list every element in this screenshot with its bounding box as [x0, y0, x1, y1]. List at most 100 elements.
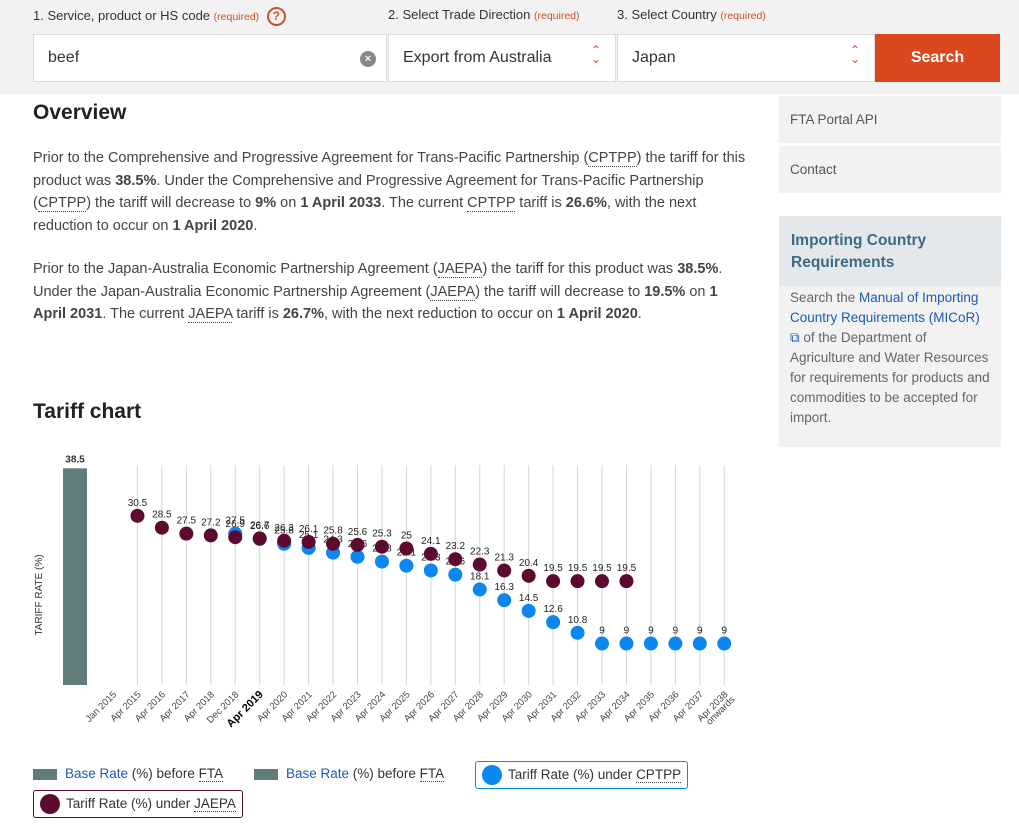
jaepa-value-label: 26.7	[250, 520, 270, 531]
jaepa-value-label: 26.9	[226, 519, 246, 530]
paragraph-text: ) the tariff for this product was	[33, 150, 746, 189]
cptpp-point	[374, 554, 389, 569]
cptpp-point	[472, 582, 487, 597]
cptpp-point	[423, 563, 438, 578]
paragraph-text: Prior to the Comprehensive and Progressi…	[33, 150, 589, 166]
paragraph-text: on	[276, 195, 301, 211]
clear-icon[interactable]: ×	[360, 51, 376, 67]
search-button[interactable]: Search	[875, 34, 1000, 82]
highlight-value: 1 April 2020	[556, 306, 638, 322]
cptpp-point	[595, 636, 609, 651]
jaepa-value-label: 26.3	[274, 523, 294, 534]
highlight-value: 38.5%	[677, 261, 719, 277]
product-search-input[interactable]: beef ×	[33, 34, 387, 82]
jaepa-point	[521, 568, 536, 583]
paragraph-text: , with the next reduction to occur on	[33, 195, 697, 234]
jaepa-value-label: 19.5	[568, 563, 588, 574]
contact-link[interactable]: Contact	[779, 146, 1001, 193]
legend-base-rate-2: Base Rate (%) before FTA	[254, 766, 445, 782]
country-select-value: Japan	[632, 49, 676, 66]
jaepa-value-label: 22.3	[470, 547, 490, 558]
cptpp-value-label: 12.6	[543, 604, 563, 615]
jaepa-value-label: 25	[401, 531, 413, 542]
legend-jaepa[interactable]: Tariff Rate (%) under JAEPA	[33, 790, 243, 818]
importing-requirements-panel: Importing Country Requirements Search th…	[779, 216, 1001, 447]
tariff-chart-heading: Tariff chart	[33, 400, 142, 423]
jaepa-point	[326, 536, 341, 551]
cptpp-value-label: 9	[697, 626, 703, 637]
paragraph-text: ) the tariff will decrease to	[86, 195, 256, 211]
paragraph-text: . The current	[381, 195, 468, 211]
legend-cptpp[interactable]: Tariff Rate (%) under CPTPP	[475, 761, 689, 789]
cptpp-point	[497, 593, 512, 608]
jaepa-point	[179, 526, 194, 541]
micor-link-text[interactable]: Manual of Importing Country Requirements…	[790, 290, 980, 325]
paragraph-text: .	[253, 217, 258, 234]
highlight-value: 26.6%	[565, 195, 607, 211]
cptpp-value-label: 16.3	[494, 582, 514, 593]
base-rate-swatch	[33, 768, 57, 780]
agreement-abbr: JAEPA	[188, 306, 233, 323]
country-label-text: 3. Select Country	[617, 7, 717, 22]
direction-select-value: Export from Australia	[403, 49, 552, 66]
jaepa-value-label: 27.5	[177, 516, 197, 527]
jaepa-point	[203, 528, 218, 543]
agreement-abbr: JAEPA	[437, 261, 483, 278]
paragraph-text: .	[637, 306, 642, 322]
highlight-value: 1 April 2033	[300, 195, 382, 211]
product-label: 1. Service, product or HS code (required…	[33, 7, 286, 26]
country-select[interactable]: Japan ⌃ ⌄	[617, 34, 875, 82]
cptpp-value-label: 9	[673, 626, 679, 637]
required-marker: (required)	[720, 10, 766, 22]
paragraph-text: . The current	[102, 306, 189, 322]
cptpp-point	[399, 558, 414, 573]
cptpp-point	[570, 625, 585, 640]
jaepa-point	[130, 508, 145, 523]
paragraph-text: , with the next reduction to occur on	[323, 306, 557, 322]
fta-portal-api-link[interactable]: FTA Portal API	[779, 96, 1001, 143]
legend-cptpp-text: Tariff Rate (%) under	[508, 767, 637, 782]
jaepa-value-label: 19.5	[617, 563, 637, 574]
jaepa-value-label: 23.2	[446, 541, 466, 552]
jaepa-point	[546, 574, 561, 589]
jaepa-point	[595, 574, 609, 589]
paragraph-text: tariff is	[515, 195, 566, 211]
cptpp-point	[692, 636, 707, 651]
jaepa-point	[497, 563, 512, 578]
overview-heading: Overview	[33, 101, 127, 124]
cptpp-point	[546, 615, 561, 630]
jaepa-value-label: 25.3	[372, 529, 392, 540]
legend-base-text: Base Rate	[65, 766, 129, 781]
jaepa-point	[399, 541, 414, 556]
paragraph-text: tariff is	[232, 306, 283, 322]
base-rate-bar	[63, 468, 87, 685]
legend-base-post: (%) before	[349, 766, 420, 781]
jaepa-point	[619, 574, 634, 589]
jaepa-point	[301, 534, 316, 549]
base-rate-label: 38.5	[65, 455, 85, 465]
highlight-value: 38.5%	[115, 172, 157, 189]
jaepa-point	[448, 552, 463, 567]
search-bar: 1. Service, product or HS code (required…	[0, 0, 1019, 94]
legend-jaepa-abbr: JAEPA	[194, 796, 236, 812]
country-label: 3. Select Country (required)	[617, 7, 766, 22]
direction-label: 2. Select Trade Direction (required)	[388, 7, 580, 22]
trade-direction-select[interactable]: Export from Australia ⌃ ⌄	[388, 34, 616, 82]
select-arrows-icon: ⌃ ⌄	[590, 43, 601, 66]
paragraph-text: on	[685, 283, 710, 300]
paragraph-text: Prior to the Japan-Australia Economic Pa…	[33, 261, 438, 277]
highlight-value: 26.7%	[282, 306, 324, 322]
highlight-value: 9%	[255, 195, 277, 211]
cptpp-value-label: 26.6	[250, 521, 270, 532]
micor-link[interactable]: Manual of Importing Country Requirements…	[790, 290, 980, 345]
cptpp-value-label: 9	[599, 626, 605, 637]
jaepa-value-label: 27.2	[201, 517, 221, 528]
highlight-value: 1 April 2031	[33, 283, 718, 323]
jaepa-value-label: 19.5	[543, 563, 563, 574]
importing-requirements-heading: Importing Country Requirements	[779, 216, 1001, 286]
cptpp-value-label: 9	[624, 626, 630, 637]
base-rate-swatch	[254, 768, 278, 780]
highlight-value: 1 April 2020	[172, 217, 254, 234]
question-icon[interactable]: ?	[266, 7, 286, 26]
cptpp-point	[668, 636, 683, 651]
